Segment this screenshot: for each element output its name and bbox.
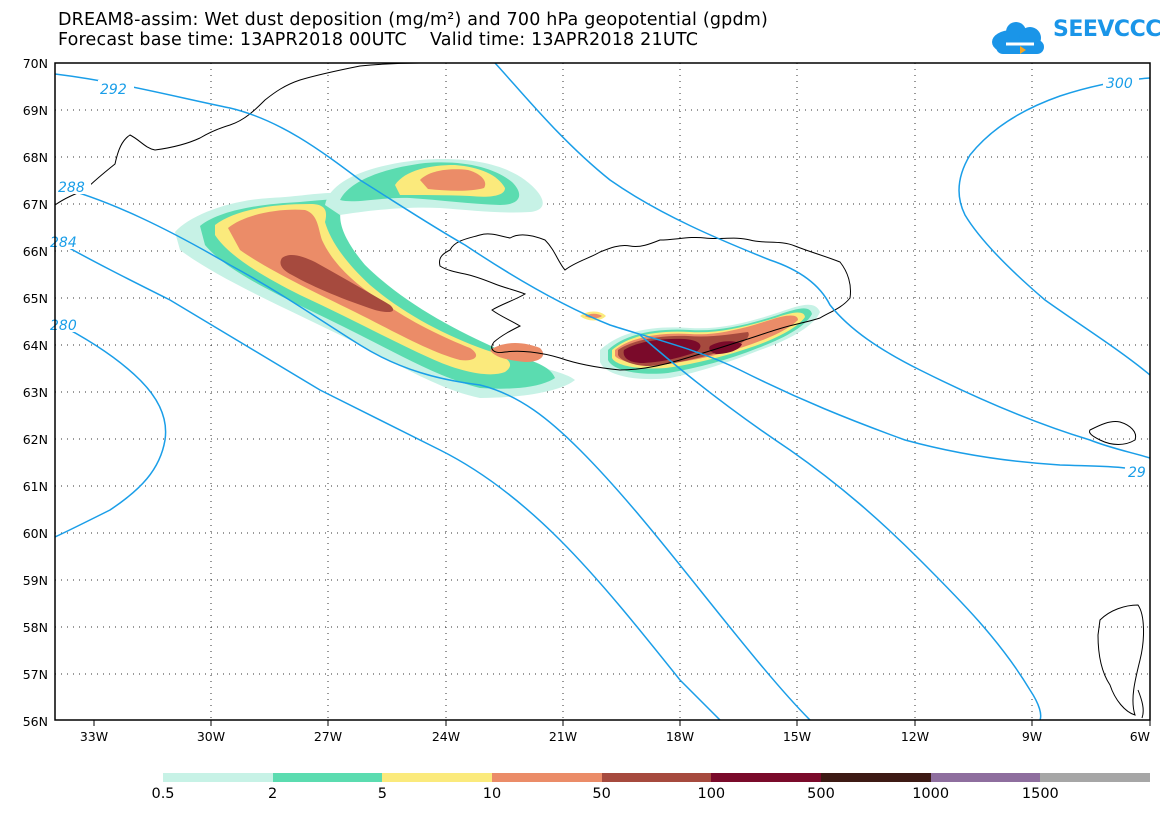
contour-label-300: 300 xyxy=(1106,76,1133,92)
lon-label: 27W xyxy=(314,729,342,744)
legend-swatch xyxy=(163,773,273,782)
tick-marks xyxy=(93,720,1151,726)
lat-label: 56N xyxy=(23,714,48,729)
lon-label: 24W xyxy=(432,729,460,744)
lat-label: 62N xyxy=(23,432,48,447)
lat-label: 65N xyxy=(23,291,48,306)
dust-blob-north xyxy=(325,159,543,215)
base-time-label: Forecast base time: 13APR2018 00UTC xyxy=(58,30,407,50)
lat-label: 70N xyxy=(23,56,48,71)
legend-label: 5 xyxy=(377,786,387,802)
time-info: Forecast base time: 13APR2018 00UTC Vali… xyxy=(58,30,698,50)
cloud-arrow-icon xyxy=(992,22,1044,54)
lon-label: 9W xyxy=(1022,729,1042,744)
lat-label: 69N xyxy=(23,103,48,118)
legend-label: 50 xyxy=(592,786,611,802)
lon-label: 21W xyxy=(549,729,577,744)
lat-label: 61N xyxy=(23,479,48,494)
coastlines xyxy=(55,63,1144,719)
lat-label: 68N xyxy=(23,150,48,165)
contour-label-292: 292 xyxy=(100,82,127,98)
lat-label: 63N xyxy=(23,385,48,400)
lon-label: 15W xyxy=(783,729,811,744)
legend-label: 2 xyxy=(268,786,278,802)
legend-swatch xyxy=(272,773,383,782)
legend-label: 10 xyxy=(482,786,502,802)
latitude-labels: 70N 69N 68N 67N 66N 65N 64N 63N 62N 61N … xyxy=(23,56,48,729)
dust-south-iceland xyxy=(580,304,820,380)
lon-label: 33W xyxy=(80,729,108,744)
legend-swatch xyxy=(601,773,712,782)
legend-label: 0.5 xyxy=(151,786,175,802)
legend-label: 500 xyxy=(807,786,835,802)
color-legend xyxy=(163,773,1151,782)
valid-time-label: Valid time: 13APR2018 21UTC xyxy=(429,30,699,50)
legend-swatch xyxy=(821,773,931,782)
legend-swatch xyxy=(492,773,602,782)
lon-label: 30W xyxy=(197,729,225,744)
lat-label: 66N xyxy=(23,244,48,259)
lon-label: 12W xyxy=(901,729,929,744)
geopotential-contours xyxy=(55,63,1150,720)
lat-label: 58N xyxy=(23,620,48,635)
lat-label: 60N xyxy=(23,526,48,541)
contour-label-29: 29 xyxy=(1128,465,1146,481)
map-frame xyxy=(54,62,1151,721)
lat-label: 59N xyxy=(23,573,48,588)
contour-label-288: 288 xyxy=(58,180,85,196)
legend-swatch xyxy=(382,773,493,782)
dust-plume-west xyxy=(175,193,575,398)
logo-text: SEEVCCC xyxy=(1053,17,1161,42)
contour-labels: 292 288 284 280 300 29 xyxy=(50,74,1150,481)
legend-swatch xyxy=(711,773,822,782)
lat-label: 67N xyxy=(23,197,48,212)
lon-label: 18W xyxy=(666,729,694,744)
legend-label: 1500 xyxy=(1021,786,1059,802)
grid-lines xyxy=(55,63,1150,720)
legend-label: 1000 xyxy=(912,786,950,802)
legend-swatch xyxy=(930,773,1041,782)
contour-label-280: 280 xyxy=(50,318,77,334)
seevccc-logo xyxy=(992,22,1044,54)
lon-label: 6W xyxy=(1130,729,1150,744)
legend-labels: 0.5 2 5 10 50 100 500 1000 1500 xyxy=(0,786,1175,806)
lat-label: 64N xyxy=(23,338,48,353)
lat-label: 57N xyxy=(23,667,48,682)
map-title: DREAM8-assim: Wet dust deposition (mg/m²… xyxy=(58,10,769,30)
legend-swatch xyxy=(1040,773,1151,782)
legend-label: 100 xyxy=(697,786,726,802)
contour-label-284: 284 xyxy=(50,235,77,251)
longitude-labels: 33W 30W 27W 24W 21W 18W 15W 12W 9W 6W xyxy=(80,729,1150,744)
